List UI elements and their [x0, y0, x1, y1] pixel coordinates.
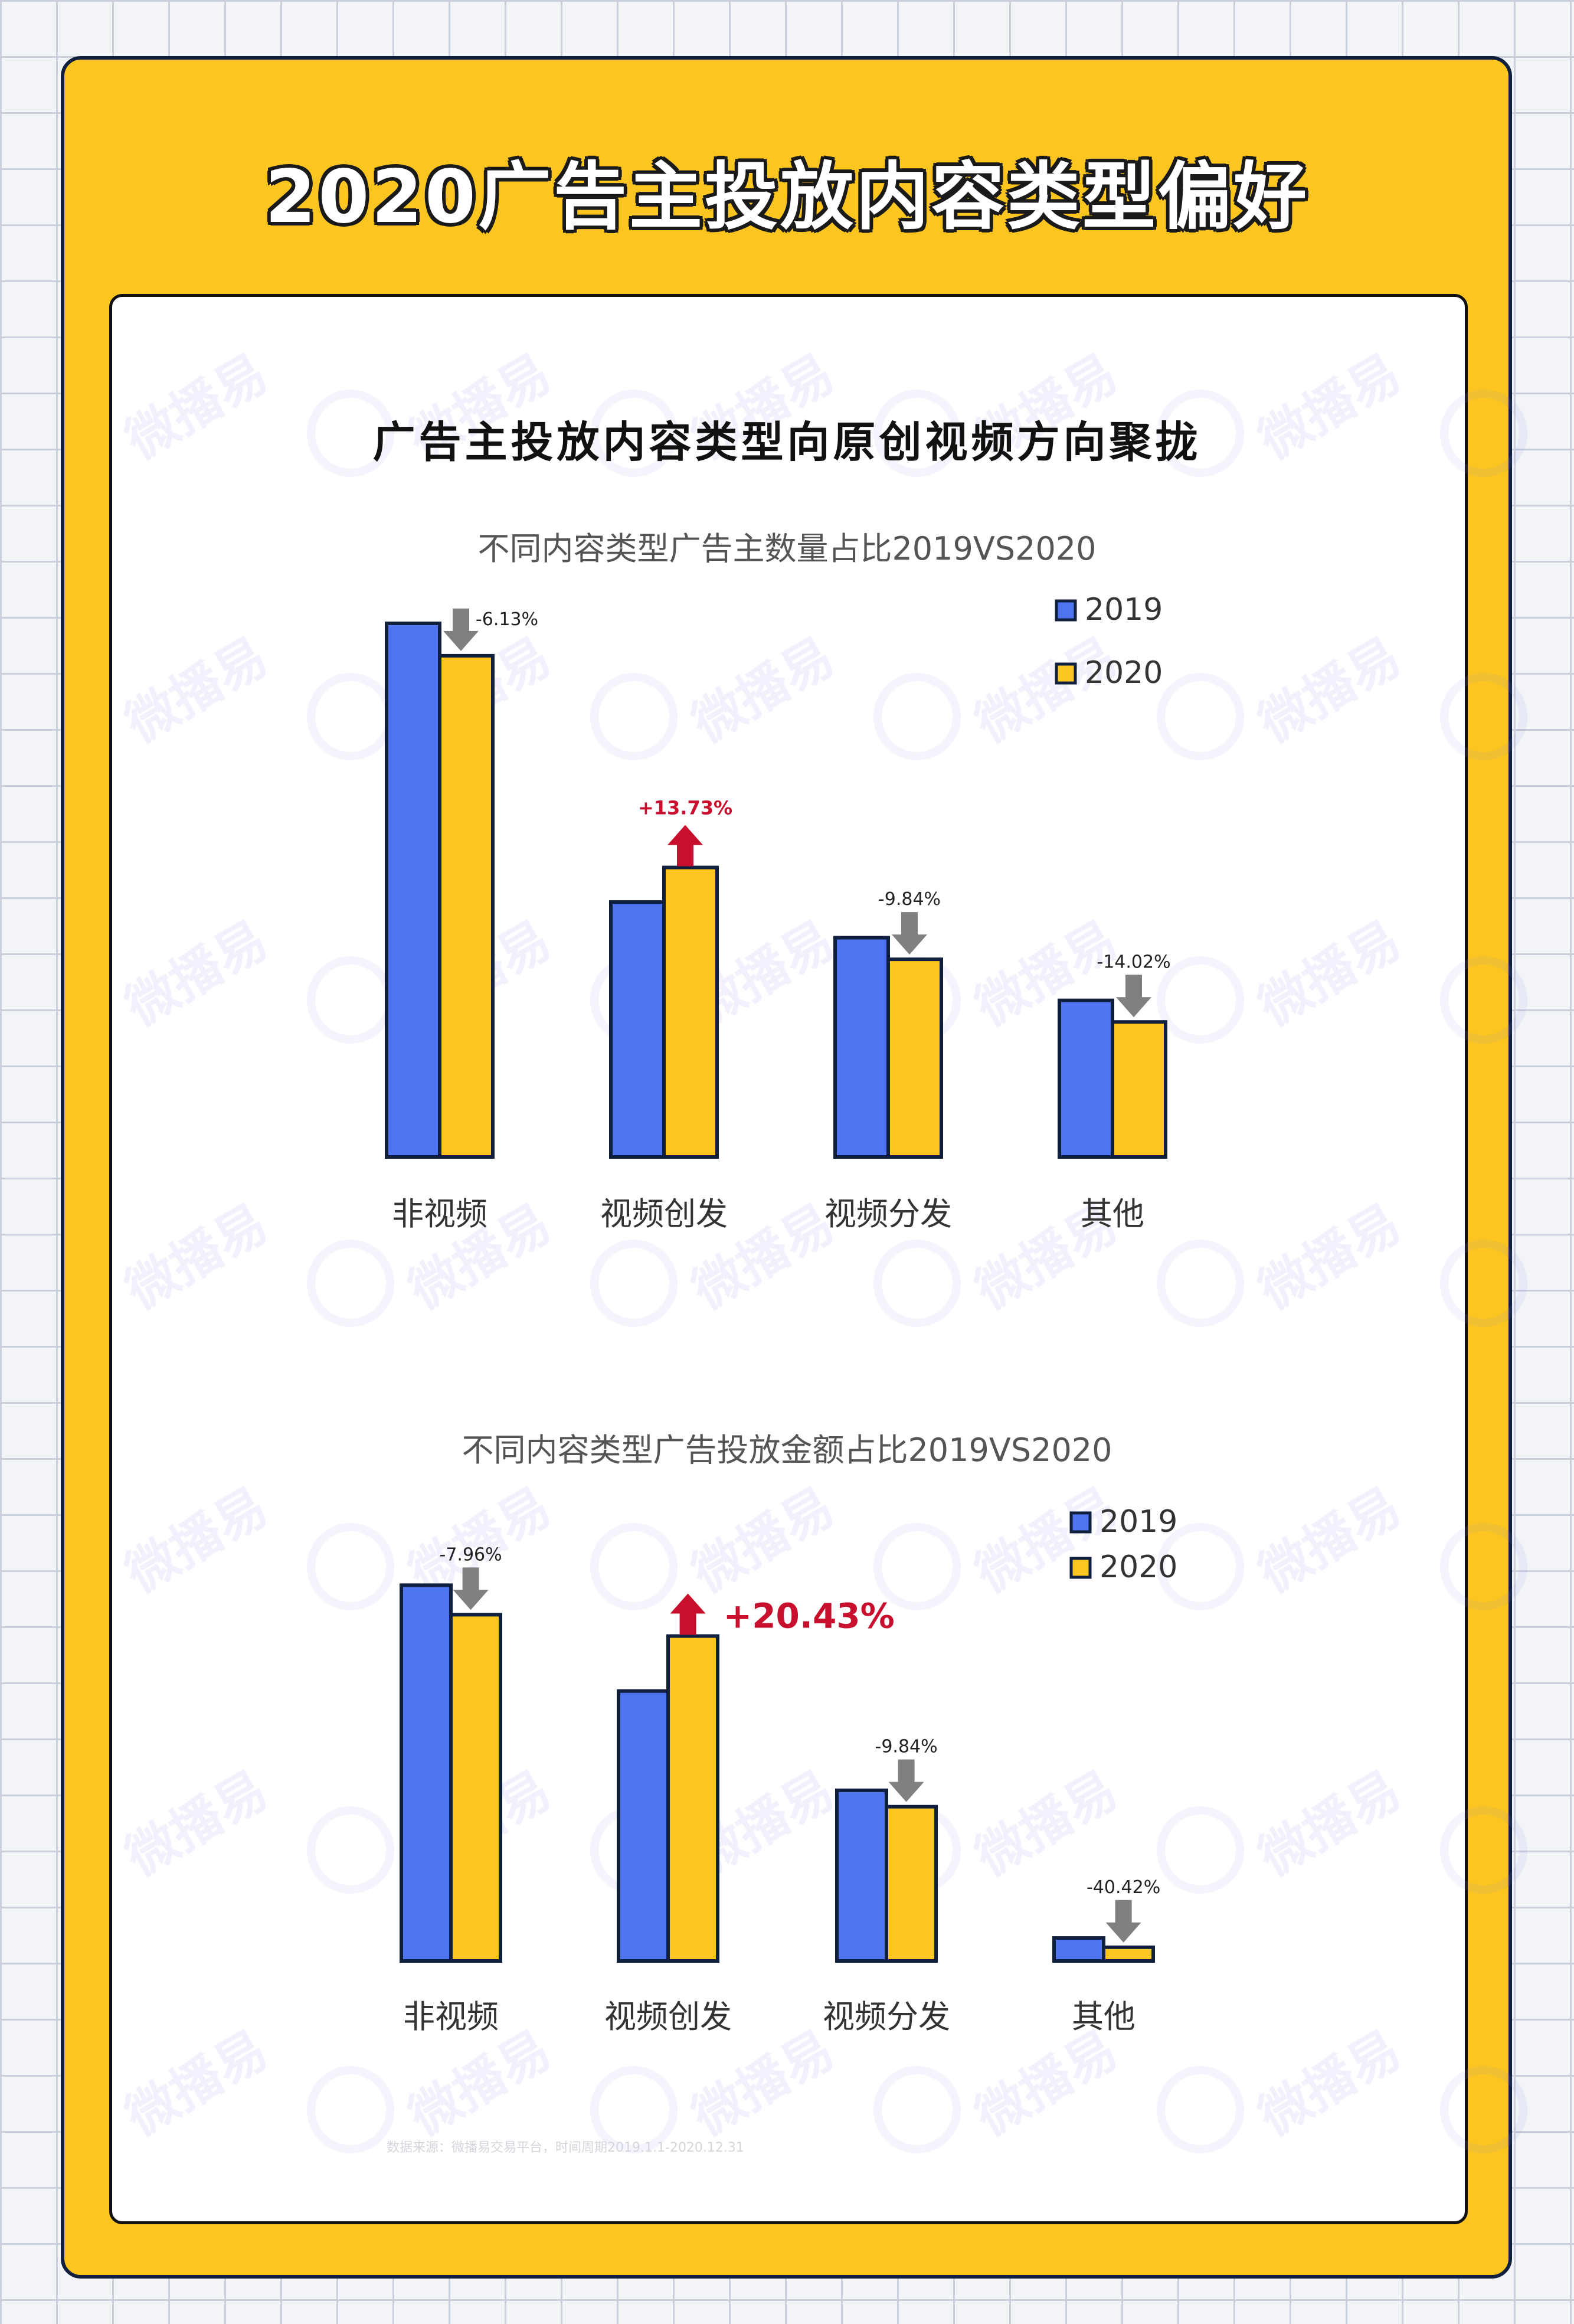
category-label: 视频创发	[604, 1998, 732, 2035]
category-label: 其他	[1081, 1195, 1144, 1233]
bar-2019	[1054, 1938, 1104, 1961]
legend-swatch-2019	[1071, 1513, 1090, 1532]
category-label: 非视频	[403, 1998, 499, 2035]
change-label: -9.84%	[875, 1737, 938, 1757]
decrease-arrow-icon	[443, 609, 479, 651]
decrease-arrow-icon	[892, 912, 927, 955]
change-label: -14.02%	[1097, 952, 1170, 972]
decrease-arrow-icon	[889, 1760, 924, 1802]
bar-2020	[1112, 1022, 1166, 1157]
legend-label-2019: 2019	[1085, 592, 1163, 627]
legend-label-2020: 2020	[1085, 655, 1163, 691]
legend-swatch-2020	[1071, 1558, 1090, 1577]
category-label: 视频分发	[823, 1998, 950, 2035]
decrease-arrow-icon	[1106, 1900, 1141, 1943]
bar-2020	[664, 868, 717, 1157]
change-label: -7.96%	[440, 1544, 502, 1565]
bar-2019	[837, 1790, 886, 1961]
decrease-arrow-icon	[453, 1567, 489, 1610]
bar-2020	[668, 1636, 718, 1961]
change-label: -40.42%	[1087, 1877, 1160, 1898]
bar-2020	[451, 1614, 500, 1961]
category-label: 视频创发	[600, 1195, 728, 1233]
bar-2020	[888, 959, 941, 1157]
increase-arrow-icon	[667, 825, 703, 867]
bar-2020	[440, 656, 493, 1157]
legend-swatch-2020	[1056, 664, 1075, 683]
change-label: -9.84%	[878, 889, 941, 910]
bar-2019	[611, 902, 664, 1157]
increase-arrow-icon	[670, 1594, 706, 1635]
source-note: 数据来源：微播易交易平台，时间周期2019.1.1-2020.12.31	[387, 2137, 744, 2156]
bar-2019	[1059, 1001, 1112, 1157]
category-label: 视频分发	[824, 1195, 952, 1233]
legend-swatch-2019	[1056, 601, 1075, 620]
bar-2019	[835, 938, 888, 1157]
category-label: 其他	[1072, 1998, 1135, 2035]
bar-2020	[1104, 1947, 1153, 1961]
legend-label-2019: 2019	[1099, 1504, 1177, 1539]
bar-2019	[387, 623, 440, 1157]
decrease-arrow-icon	[1116, 975, 1151, 1017]
bar-2019	[619, 1691, 668, 1961]
category-label: 非视频	[392, 1195, 487, 1233]
legend-label-2020: 2020	[1099, 1550, 1177, 1585]
bar-2020	[886, 1807, 936, 1961]
change-label: +20.43%	[724, 1596, 895, 1636]
bar-2019	[401, 1585, 451, 1961]
change-label: -6.13%	[476, 609, 538, 630]
change-label: +13.73%	[638, 797, 732, 819]
